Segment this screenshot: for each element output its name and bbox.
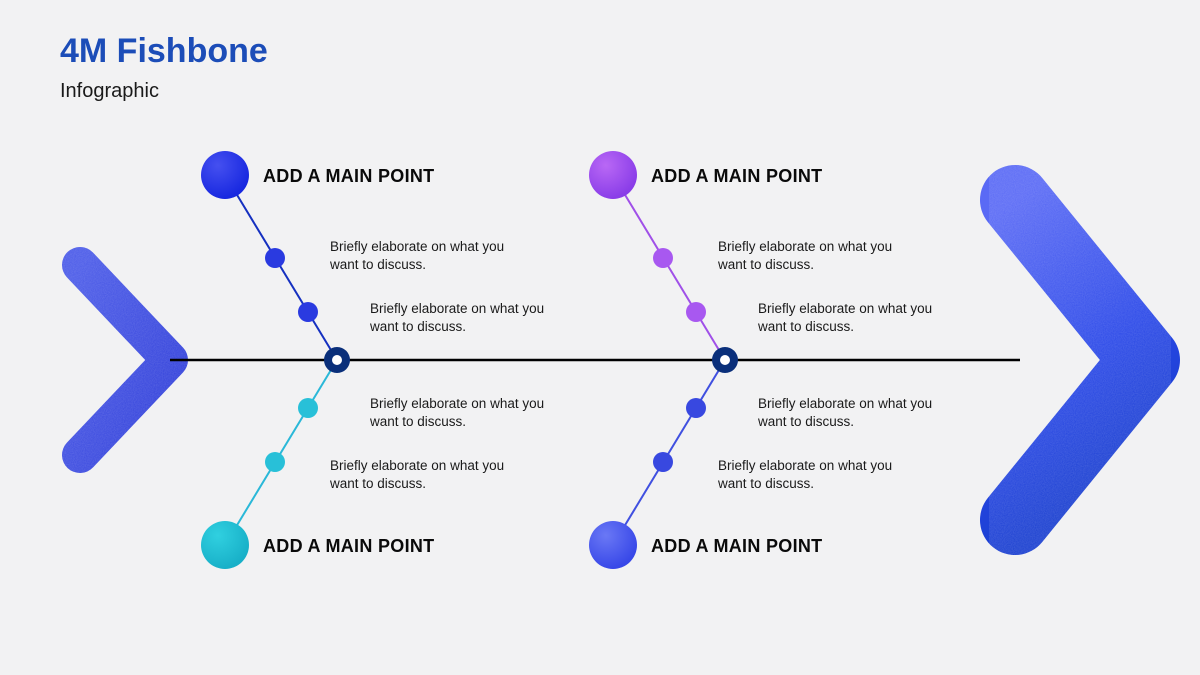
branch-line-bottom-right bbox=[613, 360, 725, 545]
junction-left bbox=[324, 347, 350, 373]
main-label-top-right: ADD A MAIN POINT bbox=[651, 166, 822, 187]
junction-right bbox=[712, 347, 738, 373]
detail-bottom-right-2: Briefly elaborate on what you want to di… bbox=[718, 457, 898, 493]
branch-line-top-left bbox=[225, 175, 337, 360]
sub-node-top-left-1 bbox=[265, 248, 285, 268]
detail-bottom-left-2: Briefly elaborate on what you want to di… bbox=[330, 457, 510, 493]
branch-line-bottom-left bbox=[225, 360, 337, 545]
detail-top-right-1: Briefly elaborate on what you want to di… bbox=[718, 238, 898, 274]
main-label-bottom-left: ADD A MAIN POINT bbox=[263, 536, 434, 557]
sub-node-bottom-left-2 bbox=[265, 452, 285, 472]
sub-node-bottom-right-1 bbox=[686, 398, 706, 418]
sub-node-top-left-2 bbox=[298, 302, 318, 322]
sub-node-top-right-2 bbox=[686, 302, 706, 322]
branch-line-top-right bbox=[613, 175, 725, 360]
main-node-bottom-right bbox=[589, 521, 637, 569]
detail-bottom-right-1: Briefly elaborate on what you want to di… bbox=[758, 395, 938, 431]
main-label-top-left: ADD A MAIN POINT bbox=[263, 166, 434, 187]
main-node-bottom-left bbox=[201, 521, 249, 569]
main-label-bottom-right: ADD A MAIN POINT bbox=[651, 536, 822, 557]
sub-node-top-right-1 bbox=[653, 248, 673, 268]
detail-top-left-1: Briefly elaborate on what you want to di… bbox=[330, 238, 510, 274]
sub-node-bottom-right-2 bbox=[653, 452, 673, 472]
sub-node-bottom-left-1 bbox=[298, 398, 318, 418]
main-node-top-left bbox=[201, 151, 249, 199]
head-chevron-icon bbox=[1015, 200, 1145, 520]
detail-top-left-2: Briefly elaborate on what you want to di… bbox=[370, 300, 550, 336]
detail-top-right-2: Briefly elaborate on what you want to di… bbox=[758, 300, 938, 336]
fishbone-diagram bbox=[0, 0, 1200, 675]
detail-bottom-left-1: Briefly elaborate on what you want to di… bbox=[370, 395, 550, 431]
main-node-top-right bbox=[589, 151, 637, 199]
tail-chevron-icon bbox=[80, 265, 170, 455]
